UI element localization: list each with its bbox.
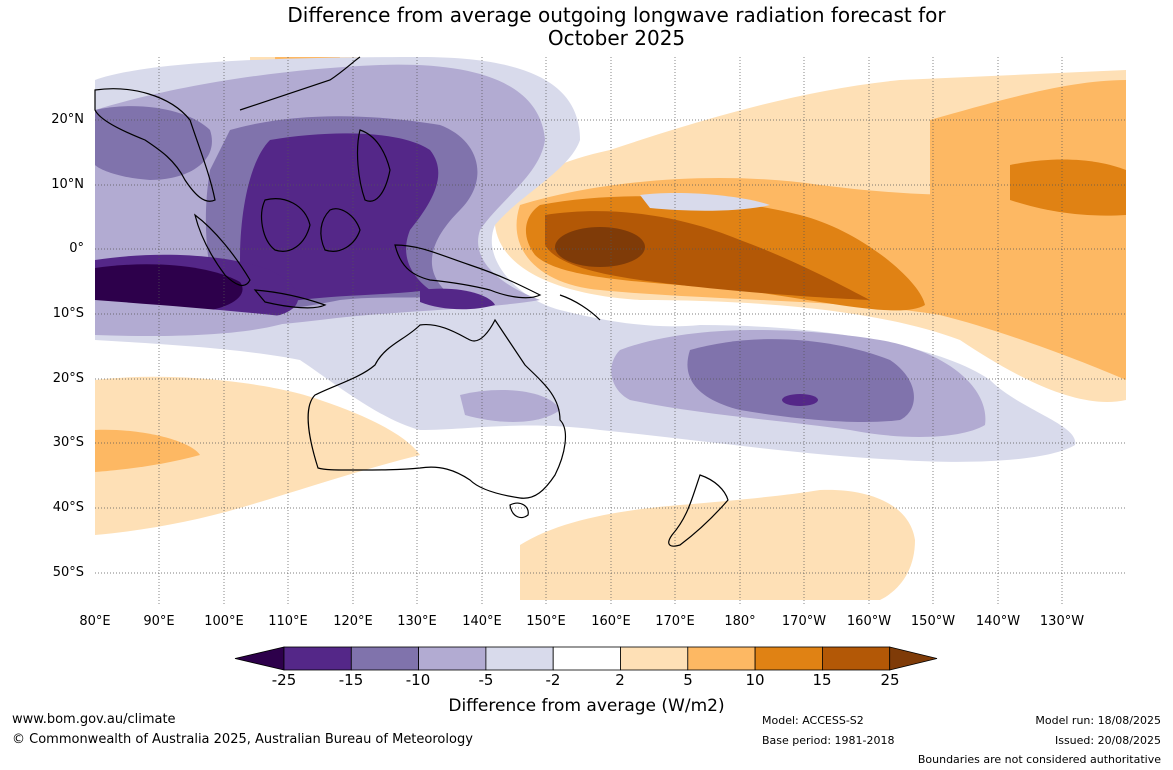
lon-label: 80°E bbox=[79, 614, 111, 629]
colorbar-segment bbox=[822, 646, 891, 671]
colorbar-segment bbox=[620, 646, 689, 671]
lat-label-0: 0° bbox=[69, 241, 84, 256]
indian-ocean-peak-negative bbox=[95, 264, 243, 315]
colorbar-tick: 2 bbox=[615, 671, 625, 689]
south-pacific-peak bbox=[782, 394, 818, 406]
south-indian-fill bbox=[95, 300, 300, 337]
colorbar-tick: 5 bbox=[683, 671, 693, 689]
issued-date: Issued: 20/08/2025 bbox=[1054, 734, 1161, 747]
central-pacific-north-fill bbox=[640, 193, 770, 211]
indochina-fill-strong bbox=[95, 106, 212, 180]
colorbar-min-extension bbox=[234, 646, 285, 671]
boundaries-disclaimer: Boundaries are not considered authoritat… bbox=[917, 753, 1161, 766]
lon-label: 130°W bbox=[1039, 614, 1085, 629]
lon-label: 90°E bbox=[143, 614, 175, 629]
lat-label-20n: 20°N bbox=[51, 112, 84, 127]
colorbar-segment bbox=[283, 646, 352, 671]
lon-label: 140°E bbox=[462, 614, 502, 629]
model-run-date: Model run: 18/08/2025 bbox=[1035, 714, 1161, 727]
southern-indian-ocean-fill bbox=[95, 376, 420, 535]
lon-label: 170°E bbox=[655, 614, 695, 629]
lon-label: 100°E bbox=[204, 614, 244, 629]
map-title: Difference from average outgoing longwav… bbox=[0, 4, 1173, 50]
eastern-australia-fill bbox=[460, 390, 560, 422]
colorbar bbox=[234, 646, 938, 671]
lat-label-10s: 10°S bbox=[52, 306, 84, 321]
website-link[interactable]: www.bom.gov.au/climate bbox=[12, 712, 176, 727]
colorbar-segment bbox=[552, 646, 621, 671]
philippines-coastline bbox=[356, 129, 391, 202]
new-zealand-coastline bbox=[668, 474, 729, 547]
solomon-islands-coastline bbox=[559, 294, 601, 321]
lon-label: 150°E bbox=[526, 614, 566, 629]
copyright-text: © Commonwealth of Australia 2025, Austra… bbox=[12, 732, 473, 747]
borneo-coastline bbox=[261, 198, 311, 252]
lon-label: 160°E bbox=[591, 614, 631, 629]
colorbar-max-extension bbox=[889, 646, 938, 671]
colorbar-segment bbox=[687, 646, 756, 671]
equatorial-pacific-peak bbox=[555, 227, 645, 267]
lon-label: 180° bbox=[724, 614, 756, 629]
colorbar-segment bbox=[485, 646, 554, 671]
colorbar-title: Difference from average (W/m2) bbox=[448, 696, 725, 716]
colorbar-tick: -15 bbox=[338, 671, 364, 689]
new-guinea-coastline bbox=[394, 244, 542, 299]
lat-label-30s: 30°S bbox=[52, 435, 84, 450]
indochina-coastline bbox=[94, 88, 216, 202]
negative-anomaly-regions bbox=[95, 57, 1076, 462]
lat-label-10n: 10°N bbox=[51, 177, 84, 192]
sumatra-coastline bbox=[194, 213, 251, 287]
south-pacific-fill-strong bbox=[687, 339, 914, 422]
java-coastline bbox=[253, 289, 327, 309]
colorbar-tick: 25 bbox=[880, 671, 900, 689]
colorbar-tick: -2 bbox=[545, 671, 561, 689]
colorbar-tick: -10 bbox=[405, 671, 431, 689]
colorbar-tick: -5 bbox=[478, 671, 494, 689]
colorbar-tick: 15 bbox=[812, 671, 832, 689]
new-guinea-fill bbox=[420, 288, 495, 310]
colorbar-segment bbox=[418, 646, 487, 671]
sulawesi-coastline bbox=[320, 208, 361, 252]
base-period: Base period: 1981-2018 bbox=[762, 734, 895, 747]
lat-label-50s: 50°S bbox=[52, 565, 84, 580]
title-line-2: October 2025 bbox=[547, 26, 686, 50]
china-coastline bbox=[239, 56, 361, 111]
tasman-sea-fill bbox=[520, 489, 915, 600]
lon-label: 140°W bbox=[975, 614, 1021, 629]
lon-label: 170°W bbox=[781, 614, 827, 629]
title-line-1: Difference from average outgoing longwav… bbox=[287, 3, 946, 27]
lon-label: 160°W bbox=[846, 614, 892, 629]
australia-coastline bbox=[307, 318, 567, 499]
southern-indian-ocean-fill-mid bbox=[95, 429, 200, 472]
colorbar-tick: -25 bbox=[271, 671, 297, 689]
anomaly-fields bbox=[95, 57, 1126, 605]
colorbar-segment bbox=[754, 646, 823, 671]
model-name: Model: ACCESS-S2 bbox=[762, 714, 864, 727]
lat-label-20s: 20°S bbox=[52, 371, 84, 386]
graticule bbox=[95, 57, 1126, 605]
lat-label-40s: 40°S bbox=[52, 500, 84, 515]
colorbar-segment bbox=[350, 646, 419, 671]
positive-anomaly-regions bbox=[95, 57, 1126, 600]
northeast-pacific-fill-strong bbox=[1010, 159, 1126, 216]
tasmania-coastline bbox=[509, 502, 529, 519]
lon-label: 120°E bbox=[333, 614, 373, 629]
coastlines bbox=[94, 56, 729, 547]
lon-label: 110°E bbox=[268, 614, 308, 629]
lon-label: 150°W bbox=[910, 614, 956, 629]
colorbar-tick: 10 bbox=[745, 671, 765, 689]
lon-label: 130°E bbox=[397, 614, 437, 629]
